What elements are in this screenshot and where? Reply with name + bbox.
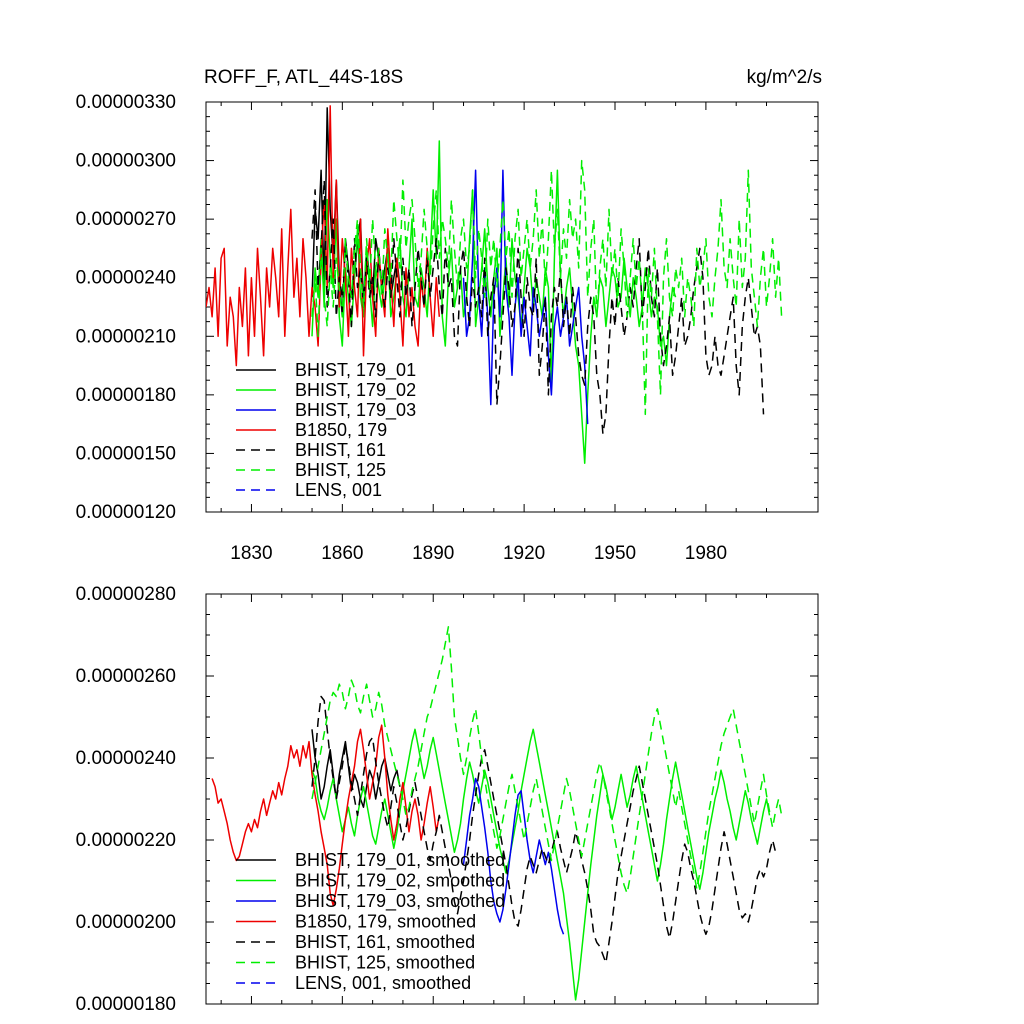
- units-label: kg/m^2/s: [747, 67, 822, 88]
- legend-label: BHIST, 179_01: [295, 360, 416, 381]
- series-line-b1850-179: [206, 105, 441, 367]
- x-tick-label: 1980: [685, 543, 727, 564]
- y-tick-label: 0.00000260: [76, 666, 176, 687]
- top-panel: 0.00000120 0.00000150 0.00000180 0.00000210…: [76, 67, 822, 564]
- y-tick-label: 0.00000270: [76, 209, 176, 230]
- legend-label: BHIST, 161, smoothed: [295, 932, 475, 952]
- legend-label: LENS, 001, smoothed: [295, 973, 471, 993]
- series-line-bhist-179-03: [462, 169, 589, 425]
- y-tick-label: 0.00000240: [76, 748, 176, 769]
- y-tick-label: 0.00000240: [76, 268, 176, 289]
- legend-label: BHIST, 125: [295, 460, 386, 480]
- series-line-bhist-161-smoothed: [311, 695, 777, 964]
- legend-label: BHIST, 125, smoothed: [295, 953, 475, 973]
- series-group: [211, 626, 783, 1001]
- series-line-bhist-161: [311, 179, 765, 435]
- y-tick-label: 0.00000210: [76, 326, 176, 347]
- legend-label: BHIST, 179_01, smoothed: [295, 850, 505, 871]
- y-tick-label: 0.00000120: [76, 502, 176, 523]
- series-line-bhist-179-02-smoothed: [311, 728, 771, 1001]
- legend-label: BHIST, 179_03, smoothed: [295, 891, 505, 912]
- bottom-panel: 0.00000180 0.00000200 0.00000220 0.00000240…: [76, 584, 819, 1015]
- chart-title: ROFF_F, ATL_44S-18S: [204, 67, 403, 88]
- y-tick-label: 0.00000330: [76, 92, 176, 113]
- legend-label: BHIST, 179_02: [295, 380, 416, 401]
- y-tick-label: 0.00000150: [76, 443, 176, 464]
- x-tick-label: 1890: [412, 543, 454, 564]
- legend-label: BHIST, 179_02, smoothed: [295, 871, 505, 892]
- legend-label: LENS, 001: [295, 480, 382, 500]
- x-tick-label: 1860: [321, 543, 363, 564]
- y-tick-label: 0.00000280: [76, 584, 176, 605]
- series-group: [206, 105, 783, 464]
- x-tick-label: 1830: [230, 543, 272, 564]
- series-line-bhist-125: [311, 159, 783, 416]
- series-line-bhist-179-01-smoothed: [311, 729, 401, 808]
- y-tick-label: 0.00000220: [76, 830, 176, 851]
- legend-label: B1850, 179: [295, 420, 387, 440]
- series-line-bhist-125-smoothed: [311, 626, 783, 895]
- series-line-b1850-179-smoothed: [211, 724, 441, 907]
- y-tick-label: 0.00000300: [76, 151, 176, 172]
- legend-label: BHIST, 161: [295, 440, 386, 460]
- legend-label: BHIST, 179_03: [295, 400, 416, 421]
- y-tick-label: 0.00000180: [76, 385, 176, 406]
- y-tick-label: 0.00000200: [76, 912, 176, 933]
- legend-label: B1850, 179, smoothed: [295, 912, 476, 932]
- x-tick-label: 1950: [594, 543, 636, 564]
- y-tick-label: 0.00000180: [76, 994, 176, 1015]
- x-tick-label: 1920: [503, 543, 545, 564]
